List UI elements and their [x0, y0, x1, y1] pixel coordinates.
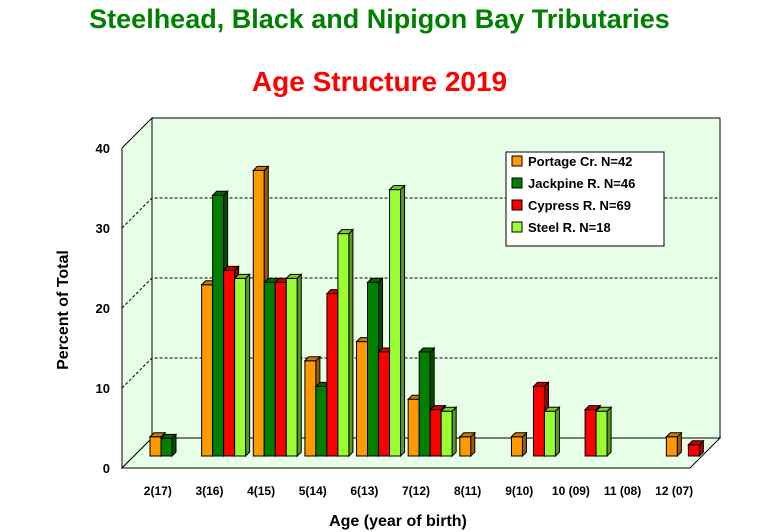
- y-tick-label: 20: [96, 301, 110, 316]
- y-tick-labels: 0 10 20 30 40: [96, 141, 110, 476]
- bar: [439, 405, 458, 458]
- legend-swatch: [511, 221, 523, 233]
- chart-subtitle: Age Structure 2019: [251, 66, 508, 97]
- bar: [159, 433, 178, 458]
- x-tick-label: 3(16): [195, 484, 223, 498]
- bar: [233, 273, 251, 458]
- bars: [148, 165, 705, 458]
- x-tick-label: 11 (08): [604, 484, 641, 498]
- x-tick-labels: 2(17) 3(16) 4(15) 5(14) 6(13) 7(12) 8(11) 9(10)…: [144, 484, 693, 498]
- bar: [687, 439, 705, 458]
- legend: Portage Cr. N=42 Jackpine R. N=46 Cypress …: [505, 151, 665, 247]
- legend-box: [505, 151, 665, 247]
- legend-swatch: [511, 177, 523, 189]
- bar: [510, 431, 528, 458]
- legend-swatch: [511, 155, 523, 167]
- x-tick-label: 12 (07): [655, 484, 693, 498]
- y-axis-label: Percent of Total: [55, 250, 72, 370]
- x-tick-label: 10 (09): [552, 484, 590, 498]
- gridline: [121, 357, 720, 389]
- chart-title: Steelhead, Black and Nipigon Bay Tributa…: [89, 4, 670, 34]
- legend-swatch: [511, 199, 523, 211]
- legend-label: Steel R. N=18: [528, 220, 611, 235]
- x-tick-label: 6(13): [350, 484, 378, 498]
- y-tick-label: 0: [103, 461, 110, 476]
- legend-label: Portage Cr. N=42: [528, 154, 632, 169]
- legend-label: Cypress R. N=69: [528, 198, 631, 213]
- x-tick-label: 2(17): [144, 484, 172, 498]
- x-axis-label: Age (year of birth): [329, 513, 467, 530]
- bar: [665, 431, 683, 458]
- y-tick-label: 30: [96, 221, 110, 236]
- legend-label: Jackpine R. N=46: [528, 176, 635, 191]
- bar: [336, 228, 355, 458]
- bar: [458, 431, 477, 458]
- x-tick-label: 7(12): [402, 484, 430, 498]
- x-tick-label: 8(11): [454, 484, 481, 498]
- bar: [285, 273, 303, 458]
- x-tick-label: 5(14): [299, 484, 327, 498]
- bar: [594, 405, 613, 458]
- x-tick-label: 4(15): [247, 484, 275, 498]
- y-tick-label: 10: [96, 381, 110, 396]
- bar: [543, 405, 561, 458]
- y-tick-label: 40: [96, 141, 110, 156]
- x-tick-label: 9(10): [505, 484, 533, 498]
- bar: [388, 184, 406, 458]
- gridline: [121, 277, 720, 309]
